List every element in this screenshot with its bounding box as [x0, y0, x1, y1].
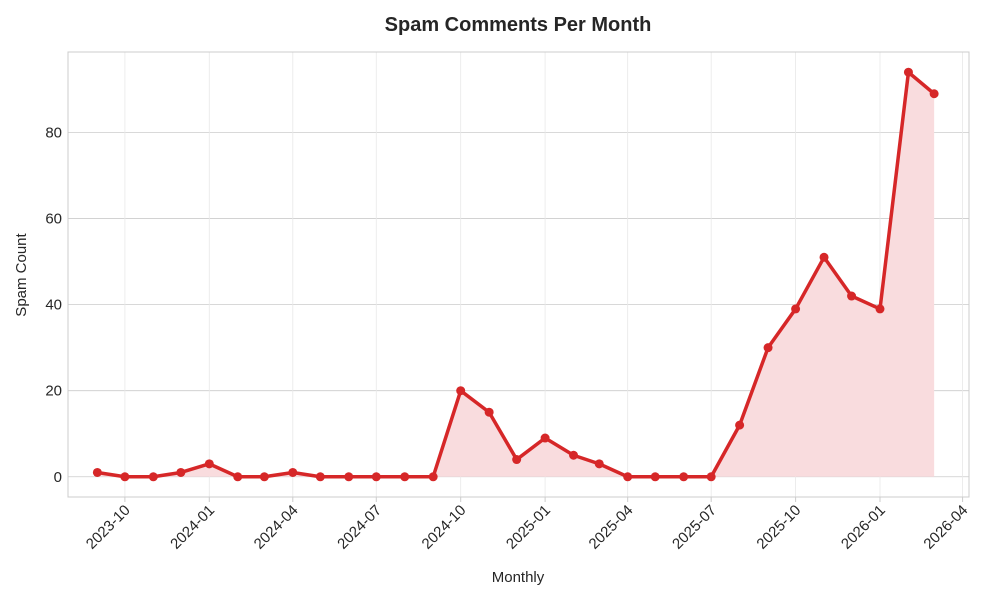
data-point	[204, 459, 214, 469]
data-point	[456, 386, 466, 396]
data-point	[120, 472, 130, 482]
y-tick-label: 0	[54, 469, 62, 486]
chart-title: Spam Comments Per Month	[385, 14, 652, 36]
x-tick-label: 2025-10	[753, 502, 804, 553]
x-tick-label: 2024-01	[167, 502, 218, 553]
data-point	[735, 420, 745, 430]
x-tick-label: 2024-10	[419, 502, 470, 553]
data-point	[847, 291, 857, 301]
data-point	[233, 472, 243, 482]
x-tick-label: 2026-01	[838, 502, 889, 553]
data-point	[875, 304, 885, 314]
y-tick-labels: 0 20 40 60 80	[45, 124, 62, 485]
y-tick-label: 20	[45, 383, 62, 400]
points-layer	[92, 67, 939, 482]
data-point	[512, 455, 522, 465]
x-tick-label: 2024-04	[251, 502, 302, 553]
plot-frame	[67, 51, 970, 498]
data-point	[819, 252, 829, 262]
x-tick-label: 2025-01	[503, 502, 554, 553]
data-point	[791, 304, 801, 314]
data-point	[371, 472, 381, 482]
y-tick-label: 60	[45, 211, 62, 228]
data-point	[763, 343, 773, 353]
x-axis-label: Monthly	[492, 569, 545, 586]
area-layer	[97, 72, 935, 477]
x-tick-label: 2026-04	[920, 502, 971, 553]
data-point	[679, 472, 689, 482]
x-tick-label: 2025-04	[586, 502, 637, 553]
data-point	[650, 472, 660, 482]
data-point	[176, 467, 186, 477]
x-tick-labels: 2023-10 2024-01 2024-04 2024-07 2024-10 2025-…	[83, 502, 972, 553]
x-tick-label: 2024-07	[334, 502, 385, 553]
data-point	[428, 472, 438, 482]
y-axis-label: Spam Count	[13, 232, 30, 316]
data-point	[92, 467, 102, 477]
data-point	[484, 407, 494, 417]
data-point	[623, 472, 633, 482]
y-tick-label: 40	[45, 297, 62, 314]
data-point	[594, 459, 604, 469]
data-point	[540, 433, 550, 443]
data-point	[400, 472, 410, 482]
y-tick-label: 80	[45, 124, 62, 141]
data-point	[903, 67, 913, 77]
x-tick-label: 2023-10	[83, 502, 134, 553]
x-tick-label: 2025-07	[669, 502, 720, 553]
data-point	[344, 472, 354, 482]
data-point	[929, 89, 939, 99]
series-area-fill	[97, 72, 935, 477]
data-point	[288, 467, 298, 477]
data-point	[706, 472, 716, 482]
data-point	[259, 472, 269, 482]
data-point	[148, 472, 158, 482]
data-point	[569, 450, 579, 460]
data-point	[315, 472, 325, 482]
